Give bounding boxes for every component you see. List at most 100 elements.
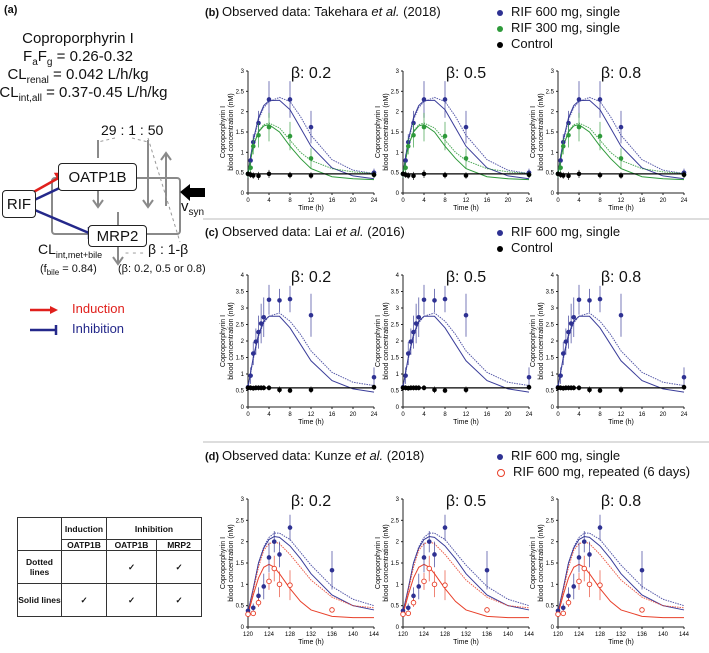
- x-tick-label: 12: [618, 412, 625, 418]
- data-point: [256, 173, 261, 179]
- y-tick-label: 1: [241, 150, 245, 156]
- beta-title: β: 0.5: [445, 493, 487, 510]
- x-tick-label: 16: [484, 198, 491, 204]
- legend-item: RIF 600 mg, repeated (6 days): [497, 464, 690, 479]
- y-tick-label: 3: [396, 69, 400, 75]
- x-tick-label: 0: [556, 198, 560, 204]
- data-point: [618, 173, 624, 178]
- data-point: [463, 387, 469, 393]
- model-curve: [402, 312, 530, 388]
- fbile-label: (fbile = 0.84): [40, 263, 97, 278]
- vsyn-arrow-icon: [180, 184, 205, 201]
- data-point: [597, 97, 603, 102]
- y-axis-label: blood concentration (nM): [538, 302, 545, 379]
- data-point: [618, 156, 624, 161]
- data-point: [618, 124, 624, 130]
- data-point: [256, 132, 261, 138]
- data-point: [442, 388, 448, 393]
- data-point: [576, 171, 582, 177]
- data-point: [526, 172, 532, 177]
- legend-inhibition: Inhibition: [72, 321, 125, 336]
- data-point: [560, 173, 566, 178]
- x-tick-label: 140: [503, 632, 514, 638]
- y-tick-label: 1.5: [546, 561, 555, 567]
- legend-marker-icon: [497, 453, 503, 460]
- data-point: [597, 296, 603, 302]
- data-point: [581, 539, 587, 544]
- data-point: [618, 312, 624, 318]
- x-tick-label: 0: [246, 412, 250, 418]
- y-tick-label: 2.5: [236, 89, 245, 95]
- y-tick-label: 2.5: [391, 323, 400, 329]
- chart-b-1: 0 0.5 1 1.5 2 2.5 3 0 4 8 12 16 20 24 Time (h) Copropor…: [220, 69, 378, 212]
- data-point: [463, 124, 469, 130]
- x-tick-label: 0: [246, 198, 250, 204]
- data-point: [426, 539, 432, 544]
- data-point: [463, 173, 469, 178]
- data-point: [431, 581, 438, 588]
- data-point: [597, 133, 603, 139]
- data-point: [277, 298, 282, 303]
- data-point: [405, 605, 411, 611]
- data-point: [287, 133, 293, 139]
- data-point: [255, 599, 262, 606]
- y-tick-label: 2: [551, 540, 555, 546]
- data-point: [587, 387, 592, 393]
- data-point: [400, 611, 406, 617]
- x-tick-label: 12: [463, 198, 470, 204]
- x-tick-label: 0: [401, 198, 405, 204]
- x-tick-label: 4: [577, 198, 581, 204]
- data-point: [329, 607, 335, 613]
- data-point: [568, 321, 574, 326]
- oatp1b-box: OATP1B: [58, 163, 137, 191]
- y-axis-label: Coproporphyrin I: [220, 315, 227, 367]
- chart-c-3: 0 0.5 1 1.5 2 2.5 3 3.5 4 0 4 8 12 16 20 24 Time (h) Copr…: [530, 273, 688, 426]
- data-point: [258, 321, 264, 326]
- data-point: [571, 385, 577, 391]
- y-tick-label: 0.5: [391, 171, 400, 177]
- y-tick-label: 2.5: [236, 518, 245, 524]
- data-point: [276, 581, 283, 588]
- y-tick-label: 1.5: [391, 356, 400, 362]
- table-subheader: OATP1B: [61, 539, 107, 551]
- data-point: [250, 605, 256, 611]
- legend-item: RIF 600 mg, single: [497, 4, 620, 19]
- y-axis-label: blood concentration (nM): [228, 524, 235, 601]
- data-point: [558, 165, 563, 171]
- data-point: [287, 296, 293, 302]
- legend-arrows: [30, 306, 58, 335]
- legend-item: Control: [497, 240, 553, 255]
- beta-title: β: 0.8: [600, 493, 642, 510]
- model-curve: [402, 315, 530, 393]
- data-point: [411, 329, 416, 335]
- data-point: [250, 173, 256, 178]
- y-tick-label: 3: [396, 306, 400, 312]
- data-point: [639, 567, 645, 573]
- x-tick-label: 20: [505, 412, 512, 418]
- y-axis-label: Coproporphyrin I: [220, 106, 227, 158]
- y-tick-label: 0: [396, 405, 400, 411]
- x-tick-label: 4: [422, 198, 426, 204]
- data-point: [555, 611, 561, 617]
- x-tick-label: 132: [461, 632, 472, 638]
- chart-c-1: 0 0.5 1 1.5 2 2.5 3 3.5 4 0 4 8 12 16 20 24 Time (h) Copr…: [220, 273, 378, 426]
- line-style-table: Induction Inhibition OATP1B OATP1B MRP2 Dot…: [17, 517, 202, 617]
- data-point: [277, 387, 282, 393]
- y-tick-label: 0.5: [546, 389, 555, 395]
- data-point: [256, 593, 261, 599]
- y-tick-label: 1: [396, 150, 400, 156]
- y-axis-label: Coproporphyrin I: [530, 315, 537, 367]
- data-point: [558, 373, 563, 378]
- x-tick-label: 20: [350, 198, 357, 204]
- model-curve: [247, 312, 375, 388]
- y-tick-label: 0: [241, 405, 245, 411]
- y-tick-label: 2.5: [236, 323, 245, 329]
- model-curve: [557, 563, 684, 619]
- y-axis-label: Coproporphyrin I: [375, 315, 382, 367]
- data-point: [416, 385, 422, 391]
- x-tick-label: 124: [574, 632, 585, 638]
- x-tick-label: 16: [329, 198, 336, 204]
- y-tick-label: 1: [396, 582, 400, 588]
- x-axis-label: Time (h): [298, 639, 324, 646]
- panel-d-label: (d): [205, 451, 220, 463]
